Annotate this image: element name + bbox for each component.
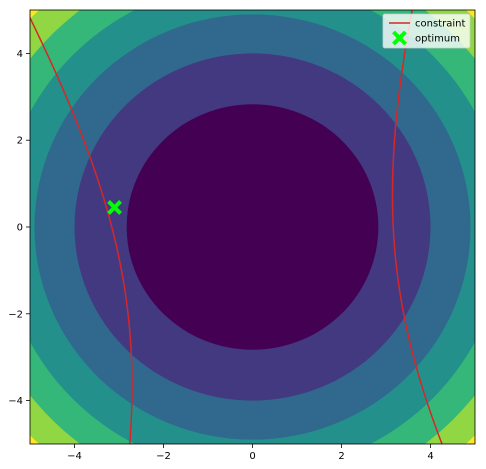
x-tick-label: −4	[67, 451, 82, 462]
y-tick-label: −2	[8, 309, 23, 320]
y-tick-label: 4	[17, 49, 23, 60]
y-tick-label: 2	[17, 136, 23, 147]
legend-optimum-swatch	[392, 30, 407, 46]
x-tick-label: −2	[156, 451, 171, 462]
y-tick-label: 0	[17, 223, 23, 234]
legend-label-constraint: constraint	[415, 19, 465, 30]
x-tick-label: 0	[249, 451, 255, 462]
contour-band-1	[126, 104, 379, 350]
x-axis: −4 −2 0 2 4	[67, 444, 434, 462]
optimum-marker-stroke-2	[107, 200, 122, 215]
optimum-marker	[107, 200, 122, 215]
constraint-curve-left-branch	[30, 16, 133, 444]
x-tick-label: 4	[427, 451, 433, 462]
y-tick-label: −4	[8, 396, 23, 407]
legend-label-optimum: optimum	[415, 34, 460, 45]
y-axis: −4 −2 0 2 4	[8, 49, 30, 407]
x-tick-label: 2	[338, 451, 344, 462]
legend: constraint optimum	[382, 13, 471, 49]
legend-optimum-stroke-2	[392, 30, 407, 46]
constraint-curve-right-branch	[391, 10, 443, 444]
constraint-curve-group	[30, 10, 443, 444]
